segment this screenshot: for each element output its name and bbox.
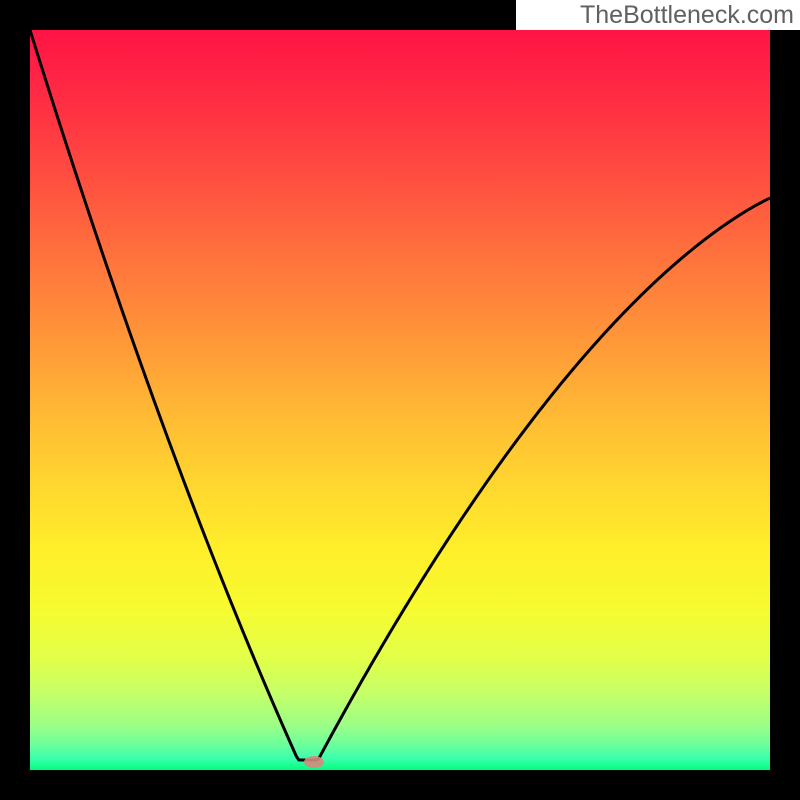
chart-container: TheBottleneck.com bbox=[0, 0, 800, 800]
watermark-text: TheBottleneck.com bbox=[580, 1, 794, 30]
plot-svg bbox=[30, 30, 770, 770]
valley-marker-icon bbox=[304, 756, 324, 768]
watermark-label: TheBottleneck.com bbox=[516, 0, 800, 30]
gradient-background bbox=[30, 30, 770, 770]
plot-area bbox=[30, 30, 770, 770]
